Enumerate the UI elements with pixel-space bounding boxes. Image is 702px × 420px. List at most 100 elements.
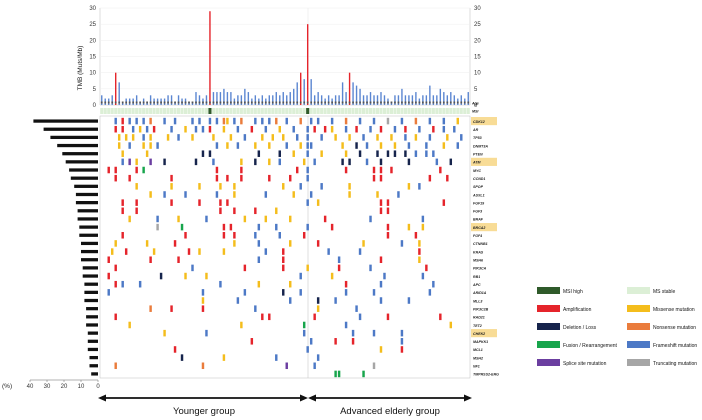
alteration-cell: [254, 305, 257, 312]
freq-bar-dnmt3a: [57, 143, 98, 148]
alteration-cell: [316, 117, 320, 125]
alteration-cell: [442, 125, 446, 133]
tmb-bar: [205, 95, 208, 105]
tmb-bar: [352, 82, 354, 105]
alteration-cell: [414, 232, 418, 239]
age-mark: [111, 101, 114, 104]
msi-cell: [351, 108, 355, 114]
alteration-cell: [107, 256, 110, 263]
gene-label-braf: BRAF: [473, 218, 484, 222]
alteration-cell: [330, 125, 334, 133]
alteration-cell: [302, 329, 306, 337]
tmb-bar: [244, 88, 246, 105]
alteration-cell: [306, 166, 309, 174]
age-mark: [149, 101, 152, 104]
freq-bar-atm: [65, 160, 98, 164]
msi-cell: [215, 108, 219, 114]
freq-bar-mll3: [84, 298, 98, 303]
alteration-cell: [334, 338, 337, 345]
age-mark: [289, 101, 292, 104]
alteration-cell: [289, 215, 292, 223]
freq-bar-msh2: [89, 355, 98, 360]
age-mark: [198, 101, 201, 104]
freq-bar-apc: [84, 282, 98, 286]
age-mark: [104, 101, 107, 104]
alteration-cell: [233, 183, 236, 190]
alteration-cell: [222, 117, 226, 125]
alteration-cell: [369, 264, 372, 272]
alteration-cell: [323, 125, 327, 133]
alteration-cell: [299, 142, 302, 149]
age-mark: [320, 101, 323, 104]
msi-cell: [218, 108, 222, 114]
alteration-cell: [233, 117, 236, 125]
age-mark: [257, 101, 260, 104]
alteration-cell: [163, 158, 166, 166]
msi-cell: [393, 108, 397, 114]
tmb-tick-left-3: 15: [89, 55, 96, 61]
alteration-cell: [121, 117, 124, 125]
legend: MSI high MS stable Amplification Missense m…: [537, 287, 697, 367]
msi-cell: [183, 108, 188, 114]
alteration-cell: [344, 117, 348, 125]
alteration-cell: [250, 125, 254, 133]
alteration-cell: [114, 264, 117, 272]
tmb-bar: [149, 95, 152, 105]
freq-bar-cdk12: [33, 119, 98, 123]
alteration-cell: [449, 321, 453, 329]
alteration-cell: [114, 240, 117, 247]
age-mark: [411, 101, 414, 104]
alteration-cell: [124, 248, 128, 255]
alteration-cell: [282, 134, 285, 141]
freq-bar-fgf19: [75, 201, 98, 205]
younger-group-label: Younger group: [173, 406, 235, 417]
alteration-cell: [128, 321, 131, 329]
tmb-bar: [320, 95, 323, 105]
tmb-bar: [101, 95, 103, 105]
tmb-bar: [355, 85, 358, 105]
alteration-cell: [372, 329, 376, 337]
age-mark: [460, 101, 463, 104]
tmb-bar: [209, 11, 211, 105]
tmb-bar: [303, 79, 305, 105]
alteration-cell: [264, 125, 268, 133]
msi-cell: [278, 108, 282, 114]
tmb-bar: [170, 95, 173, 105]
msi-cell: [267, 108, 271, 114]
msi-cell: [128, 108, 132, 114]
alteration-cell: [376, 191, 379, 198]
age-mark: [128, 101, 131, 104]
gene-label-rb1: RB1: [473, 275, 480, 279]
alteration-cell: [313, 158, 316, 166]
msi-cell: [173, 108, 177, 114]
msi-cell: [100, 108, 104, 114]
alteration-cell: [121, 150, 124, 157]
alteration-cell: [121, 232, 124, 239]
gene-label-ar: AR: [472, 128, 479, 132]
tmb-bar: [450, 92, 452, 105]
alteration-cell: [198, 199, 201, 206]
age-mark: [216, 101, 218, 104]
alteration-cell: [295, 166, 299, 174]
msi-cell: [124, 108, 128, 114]
alteration-cell: [446, 134, 449, 141]
alteration-cell: [386, 223, 390, 231]
tmb-bar: [359, 88, 361, 105]
msi-cell: [438, 108, 442, 114]
freq-bar-spop: [74, 184, 98, 188]
msi-cell: [107, 108, 111, 114]
alteration-cell: [337, 256, 341, 263]
gene-label-mll3: MLL3: [473, 299, 482, 303]
alteration-cell: [404, 134, 407, 141]
gene-label-tp53: TP53: [473, 136, 482, 140]
alteration-cell: [372, 289, 376, 296]
alteration-cell: [456, 142, 460, 149]
alteration-cell: [240, 166, 243, 174]
alteration-cell: [184, 191, 187, 198]
alteration-cell: [114, 117, 117, 125]
msi-cell: [396, 108, 400, 114]
age-row: [100, 101, 470, 104]
tmb-bar: [111, 95, 113, 105]
freq-axis-label: (%): [2, 383, 12, 390]
gene-label-ccnd1: CCND1: [473, 177, 485, 181]
